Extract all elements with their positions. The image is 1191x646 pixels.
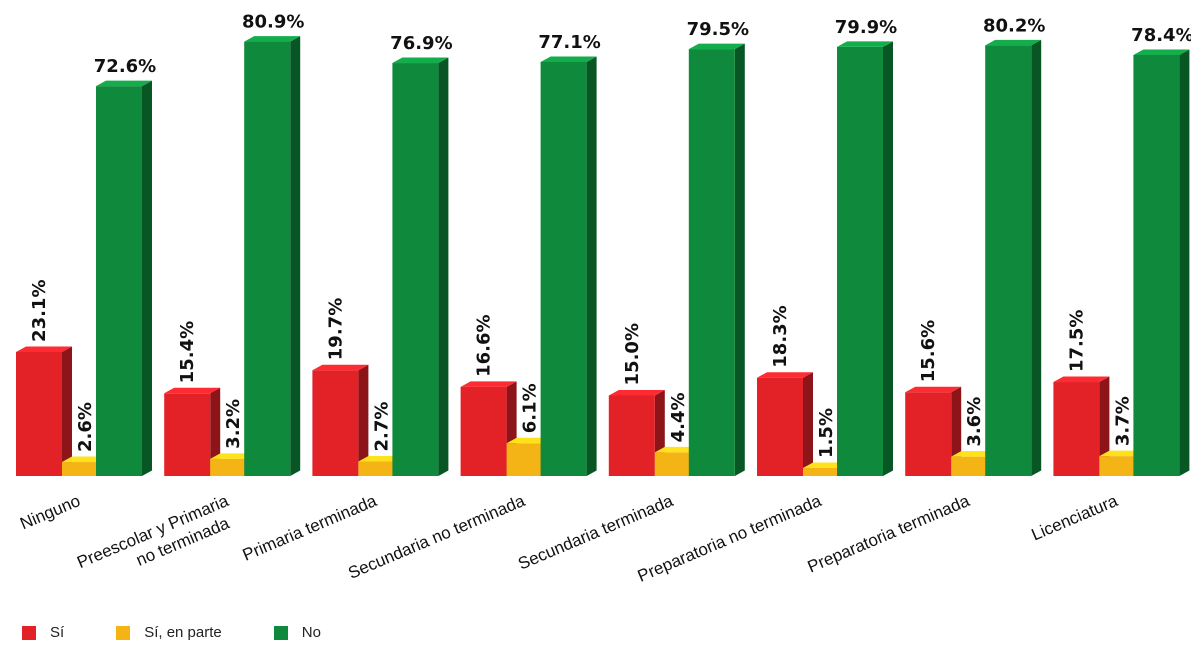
value-label: 15.0%	[622, 323, 643, 385]
value-label: 23.1%	[29, 279, 50, 341]
value-label: 16.6%	[474, 314, 495, 376]
value-label: 17.5%	[1066, 310, 1087, 372]
legend-item: No	[273, 624, 321, 641]
value-label: 4.4%	[668, 392, 689, 442]
bar-no-6	[985, 39, 1042, 477]
bar-chart: 23.1% 2.6% 72.6% 15.4% 3.2% 80.9% 19.7% 2.7% 76.…	[16, 12, 1191, 592]
value-label: 6.1%	[520, 383, 541, 433]
value-label: 80.2%	[983, 15, 1045, 36]
bars-layer	[16, 36, 1190, 477]
bar-si-7	[1053, 376, 1110, 476]
legend: Sí Sí, en parte No	[22, 624, 373, 641]
legend-label: Sí	[50, 624, 65, 641]
legend-swatch	[273, 625, 288, 640]
value-label: 79.5%	[687, 19, 749, 40]
value-label: 2.6%	[75, 402, 96, 452]
category-label: Ninguno	[17, 491, 83, 533]
category-label: Preescolar y Primariano terminada	[74, 491, 240, 592]
value-label: 15.6%	[918, 320, 939, 382]
value-label: 79.9%	[835, 17, 897, 38]
value-label: 18.3%	[770, 305, 791, 367]
bar-no-4	[688, 43, 745, 477]
value-label: 80.9%	[242, 12, 304, 33]
bar-no-2	[392, 57, 449, 477]
bar-si-1	[164, 387, 221, 476]
value-label: 72.6%	[94, 56, 156, 77]
value-label: 19.7%	[325, 298, 346, 360]
legend-item: Sí, en parte	[116, 624, 222, 641]
category-label: Preparatoria terminada	[805, 491, 973, 577]
value-label: 15.4%	[177, 321, 198, 383]
legend-swatch	[22, 625, 36, 640]
legend-label: Sí, en parte	[144, 624, 222, 641]
value-label: 77.1%	[538, 32, 600, 53]
bar-si-2	[312, 364, 369, 476]
value-label: 1.5%	[816, 408, 837, 458]
value-label: 78.4%	[1131, 25, 1191, 46]
legend-label: No	[301, 624, 321, 641]
value-labels-layer: 23.1% 2.6% 72.6% 15.4% 3.2% 80.9% 19.7% 2.7% 76.…	[29, 12, 1191, 458]
value-label: 3.2%	[223, 399, 244, 449]
bar-no-1	[244, 36, 301, 476]
bar-no-5	[837, 41, 893, 476]
legend-swatch	[116, 625, 131, 640]
category-label: Licenciatura	[1029, 491, 1121, 545]
value-label: 2.7%	[371, 402, 392, 452]
value-label: 3.6%	[964, 397, 985, 447]
bar-no-7	[1133, 49, 1190, 476]
bar-si-6	[905, 386, 962, 476]
legend-item: Sí	[22, 624, 64, 641]
bar-no-0	[96, 80, 152, 476]
category-label: Primaria terminada	[240, 491, 380, 565]
value-label: 3.7%	[1112, 396, 1133, 446]
value-label: 76.9%	[390, 33, 452, 54]
bar-si-0	[16, 346, 72, 476]
bar-no-3	[540, 56, 597, 477]
bar-si-5	[757, 372, 813, 476]
